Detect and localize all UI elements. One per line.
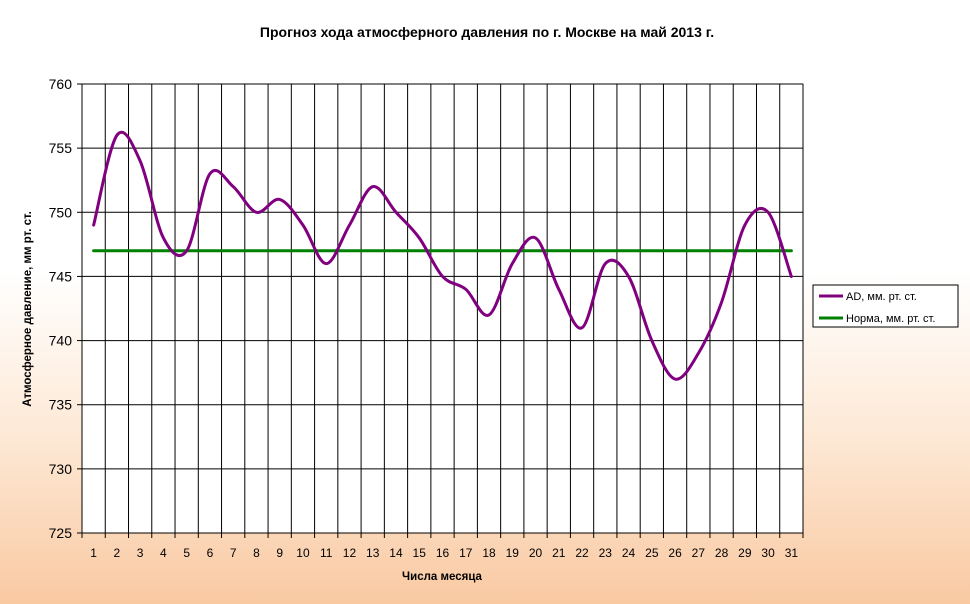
x-tick-label: 11 (320, 546, 333, 560)
y-tick-label: 725 (49, 525, 73, 541)
y-axis-ticks: 725 730 735 740 745 750 755 760 (49, 76, 82, 541)
x-tick-label: 28 (715, 546, 729, 560)
x-tick-label: 15 (413, 546, 427, 560)
x-tick-label: 13 (366, 546, 380, 560)
legend-box (812, 284, 959, 328)
x-tick-label: 10 (296, 546, 310, 560)
y-tick-label: 760 (49, 76, 73, 92)
x-tick-label: 24 (622, 546, 636, 560)
y-tick-label: 750 (49, 204, 73, 220)
x-tick-label: 14 (389, 546, 403, 560)
series-layer (92, 130, 793, 381)
x-tick-label: 2 (114, 546, 121, 560)
x-tick-label: 23 (599, 546, 613, 560)
x-tick-label: 3 (137, 546, 144, 560)
x-tick-label: 4 (160, 546, 167, 560)
y-tick-label: 740 (49, 333, 73, 349)
x-tick-label: 31 (785, 546, 799, 560)
x-tick-label: 29 (738, 546, 752, 560)
x-tick-label: 12 (343, 546, 357, 560)
x-tick-label: 1 (90, 546, 97, 560)
x-axis-label: Числа месяца (402, 571, 483, 583)
x-tick-label: 21 (552, 546, 566, 560)
x-tick-label: 19 (506, 546, 520, 560)
x-tick-label: 5 (183, 546, 190, 560)
x-axis-ticks: 1 2 3 4 5 6 7 8 9 10 11 12 13 14 15 16 17 18 19 20 21 22 23 24 2… (81, 533, 804, 560)
x-tick-label: 7 (230, 546, 237, 560)
y-tick-label: 755 (49, 140, 73, 156)
x-tick-label: 16 (436, 546, 450, 560)
x-tick-label: 22 (575, 546, 589, 560)
x-tick-label: 18 (482, 546, 496, 560)
x-tick-label: 8 (253, 546, 260, 560)
legend: AD, мм. рт. ст. Норма, мм. рт. ст. (812, 284, 959, 328)
x-tick-label: 20 (529, 546, 543, 560)
x-tick-label: 26 (668, 546, 682, 560)
x-tick-label: 6 (207, 546, 214, 560)
y-tick-label: 735 (49, 397, 73, 413)
y-axis-label: Атмосферное давление, мм рт. ст. (22, 211, 34, 407)
x-tick-label: 30 (761, 546, 775, 560)
vertical-gridlines (81, 84, 804, 533)
legend-label-ad: AD, мм. рт. ст. (846, 291, 917, 303)
y-tick-label: 730 (49, 461, 73, 477)
y-tick-label: 745 (49, 268, 73, 284)
x-tick-label: 25 (645, 546, 659, 560)
chart-title: Прогноз хода атмосферного давления по г.… (260, 24, 714, 40)
legend-label-norm: Норма, мм. рт. ст. (846, 313, 935, 325)
x-tick-label: 27 (692, 546, 706, 560)
x-tick-label: 17 (459, 546, 473, 560)
x-tick-label: 9 (276, 546, 283, 560)
plot-area (81, 83, 804, 534)
